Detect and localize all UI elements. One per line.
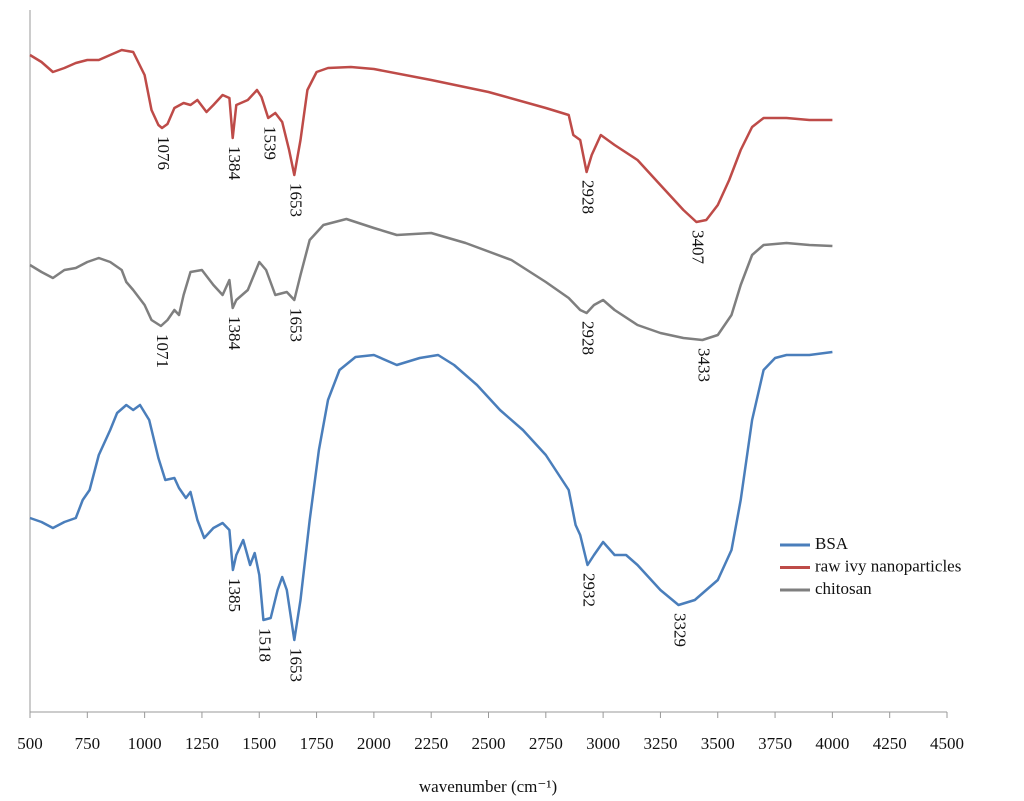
x-tick-label: 750 [75, 734, 101, 753]
peak-label: 2928 [579, 180, 598, 214]
x-tick-label: 500 [17, 734, 43, 753]
x-tick-label: 2500 [472, 734, 506, 753]
peak-label: 1653 [286, 183, 305, 217]
peak-label: 1076 [154, 136, 173, 170]
x-tick-label: 2250 [414, 734, 448, 753]
x-tick-label: 3750 [758, 734, 792, 753]
x-tick-label: 4500 [930, 734, 964, 753]
peak-label: 3407 [689, 230, 708, 265]
spectrum-line [29, 48, 833, 224]
spectrum-line [29, 217, 833, 342]
x-tick-label: 4250 [873, 734, 907, 753]
spectrum-line [29, 350, 833, 642]
x-tick-label: 3000 [586, 734, 620, 753]
peak-label: 1071 [153, 334, 172, 368]
peak-label: 3433 [694, 348, 713, 382]
x-tick-label: 2750 [529, 734, 563, 753]
x-tick-label: 1000 [128, 734, 162, 753]
peak-label: 1385 [225, 578, 244, 612]
x-tick-label: 1250 [185, 734, 219, 753]
peak-label: 2932 [580, 573, 599, 607]
x-tick-label: 3250 [643, 734, 677, 753]
legend-label: raw ivy nanoparticles [815, 556, 961, 575]
peak-label: 1539 [260, 126, 279, 160]
x-tick-label: 3500 [701, 734, 735, 753]
x-tick-label: 1750 [300, 734, 334, 753]
peak-label: 1653 [286, 648, 305, 682]
peak-label: 2928 [579, 321, 598, 355]
x-axis-label: wavenumber (cm⁻¹) [419, 777, 557, 796]
legend-label: chitosan [815, 579, 872, 598]
peak-label: 1653 [286, 308, 305, 342]
x-tick-label: 4000 [815, 734, 849, 753]
x-tick-label: 1500 [242, 734, 276, 753]
peak-label: 1384 [225, 316, 244, 351]
legend-label: BSA [815, 534, 849, 553]
peak-label: 3329 [671, 613, 690, 647]
peak-label: 1518 [255, 628, 274, 662]
peak-label: 1384 [225, 146, 244, 180]
x-tick-label: 2000 [357, 734, 391, 753]
